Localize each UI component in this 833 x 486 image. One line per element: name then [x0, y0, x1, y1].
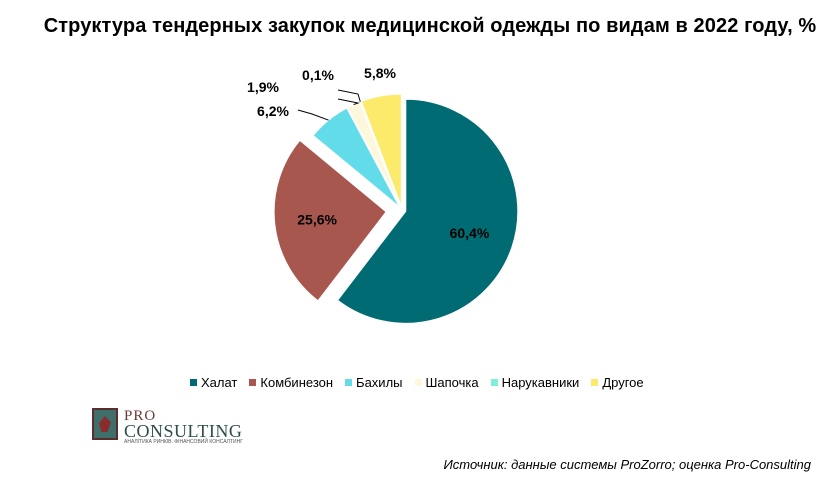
- legend-label: Другое: [602, 375, 644, 390]
- pie-slice: [360, 93, 402, 207]
- legend-swatch: [414, 379, 422, 386]
- legend-item: Шапочка: [414, 375, 479, 390]
- logo-emblem-icon: [92, 408, 118, 440]
- legend-item: Бахилы: [345, 375, 403, 390]
- legend-label: Комбинезон: [260, 375, 334, 390]
- legend: Халат Комбинезон Бахилы Шапочка Нарукавники Д…: [190, 375, 656, 390]
- legend-item: Халат: [190, 375, 237, 390]
- leader-line: [337, 89, 361, 102]
- legend-swatch: [591, 379, 599, 386]
- logo-consulting-text: CONSULTING: [124, 421, 243, 441]
- legend-label: Шапочка: [425, 375, 479, 390]
- legend-swatch: [490, 379, 498, 386]
- source-note: Источник: данные системы ProZorro; оценк…: [443, 457, 812, 472]
- pie-slices: [273, 93, 519, 324]
- legend-item: Комбинезон: [249, 375, 333, 390]
- leader-line: [337, 98, 360, 106]
- leader-line: [297, 109, 329, 121]
- slice-data-label: 0,1%: [302, 67, 334, 83]
- chart-title: Структура тендерных закупок медицинской …: [43, 15, 817, 37]
- slice-data-label: 60,4%: [450, 225, 490, 241]
- legend-swatch: [345, 379, 353, 386]
- legend-label: Халат: [201, 375, 238, 390]
- pie-slice: [312, 107, 400, 208]
- legend-swatch: [249, 379, 257, 386]
- pie-slice: [273, 139, 387, 302]
- legend-item: Другое: [591, 375, 644, 390]
- pie-slice: [336, 98, 519, 324]
- legend-swatch: [190, 379, 197, 386]
- slice-data-label: 1,9%: [247, 79, 279, 95]
- slice-data-label: 6,2%: [257, 103, 289, 119]
- data-labels: 60,4% 25,6% 6,2% 1,9% 0,1% 5,8%: [247, 65, 490, 241]
- legend-label: Нарукавники: [501, 375, 580, 390]
- slice-data-label: 25,6%: [297, 212, 337, 228]
- legend-label: Бахилы: [356, 375, 403, 390]
- slice-data-label: 5,8%: [364, 65, 396, 81]
- logo-tagline: АНАЛІТИКА РИНКІВ. ФІНАНСОВИЙ КОНСАЛТИНГ: [124, 439, 243, 445]
- logo-pro-text: PRO: [124, 408, 157, 424]
- legend-item: Нарукавники: [490, 375, 580, 390]
- pro-consulting-logo: PRO CONSULTING АНАЛІТИКА РИНКІВ. ФІНАНСО…: [92, 408, 252, 445]
- leader-lines: [297, 89, 361, 121]
